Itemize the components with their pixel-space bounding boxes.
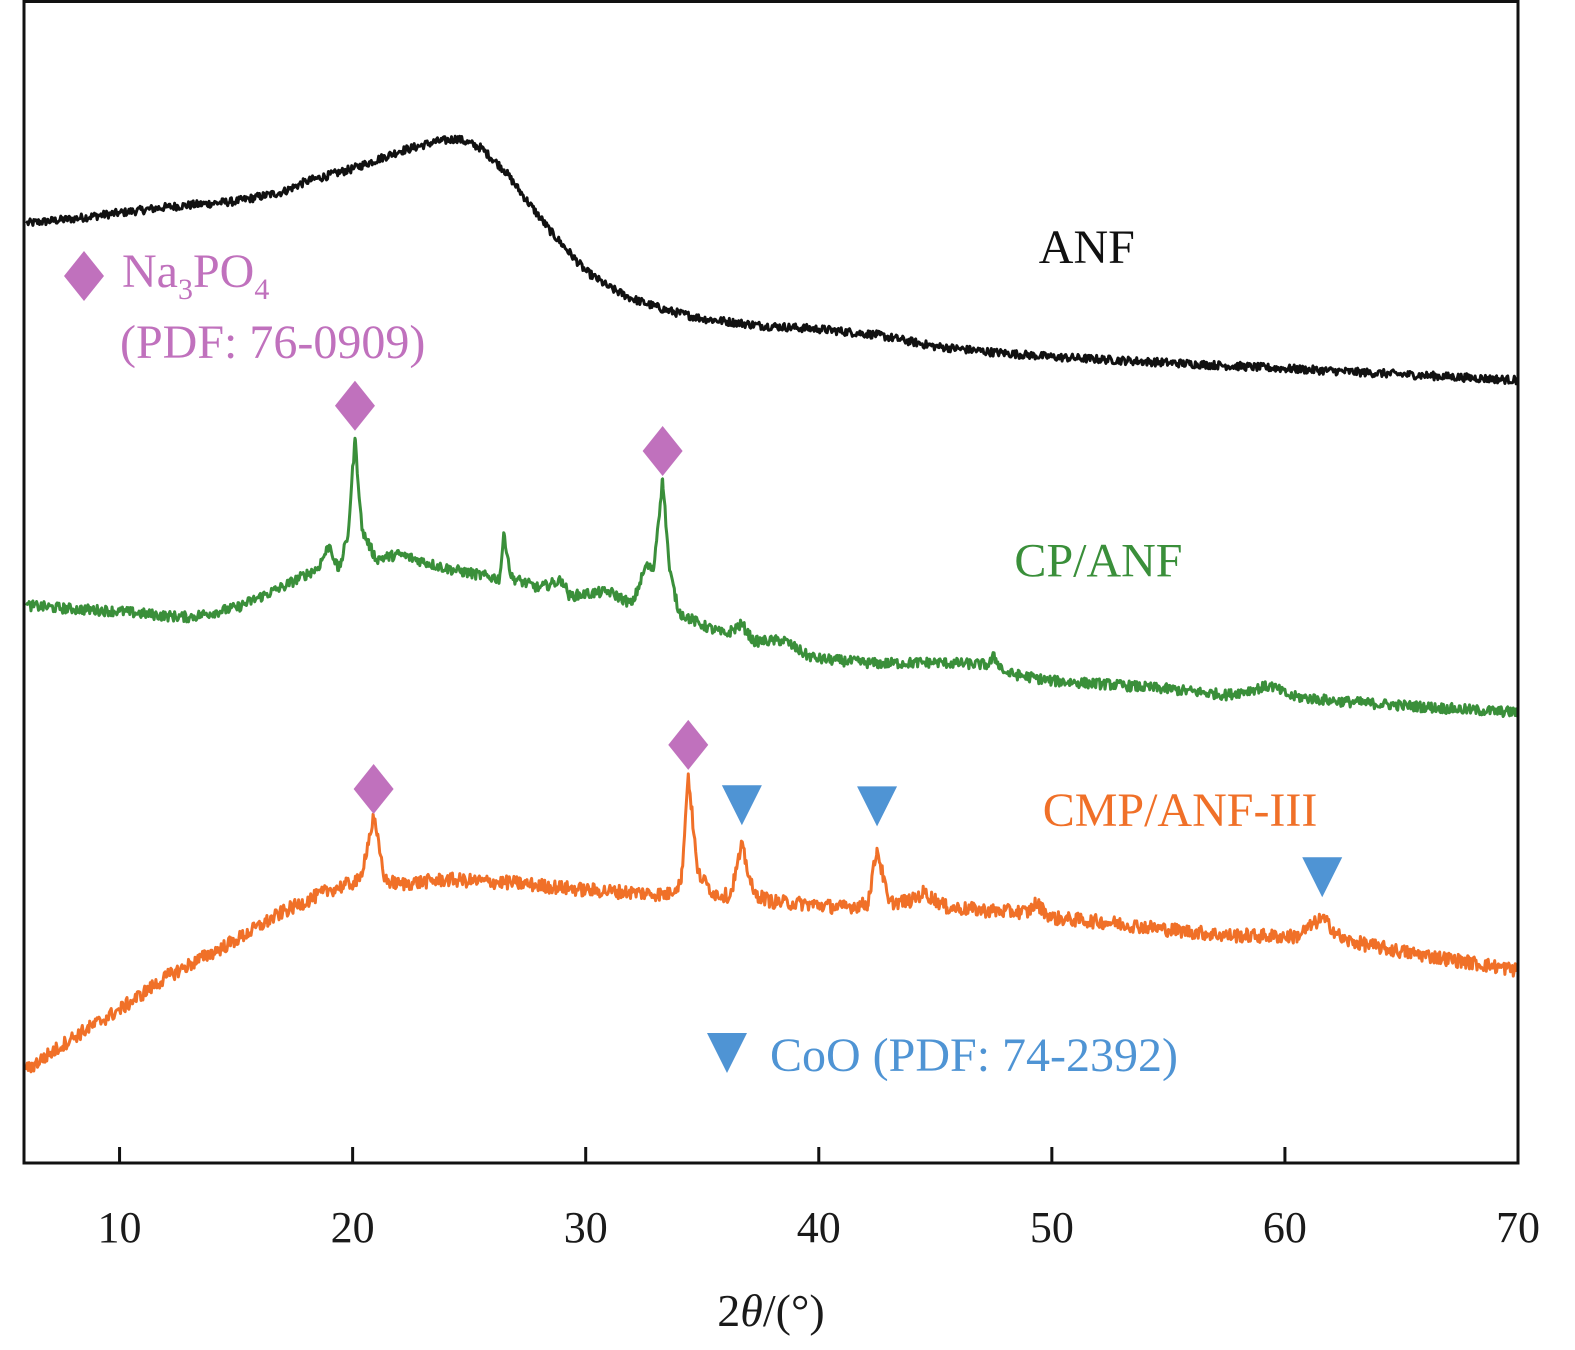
- plot-frame: [22, 0, 1520, 1165]
- formula-na: Na: [122, 245, 178, 298]
- series-line-anf: [25, 134, 1520, 386]
- legend-na3po4-formula: Na3PO4: [122, 245, 269, 306]
- x-tick-label-60: 60: [1263, 1203, 1307, 1252]
- x-axis-title: 2θ/(°): [717, 1285, 824, 1336]
- series-label-cp-anf: CP/ANF: [1014, 534, 1182, 587]
- series-line-cmp-anf-iii: [24, 772, 1520, 1074]
- triangle-down-marker-coo-36.7: [721, 785, 762, 826]
- series-label-cmp-anf-iii: CMP/ANF-III: [1043, 784, 1318, 837]
- x-tick-label-40: 40: [797, 1203, 841, 1252]
- legend-na3po4: Na3PO4 (PDF: 76-0909): [64, 245, 425, 369]
- x-axis-title-theta: θ: [740, 1285, 763, 1336]
- x-tick-label-30: 30: [564, 1203, 608, 1252]
- series-label-anf: ANF: [1039, 221, 1135, 274]
- triangle-down-marker-coo-42.5: [857, 786, 898, 827]
- diamond-marker-na3po4-20.9: [353, 763, 394, 814]
- triangle-down-marker-coo-61.6: [1302, 857, 1343, 898]
- legend-coo-text: CoO (PDF: 74-2392): [770, 1029, 1178, 1082]
- diamond-marker-na3po4-34.4: [668, 719, 709, 770]
- x-axis-title-suffix: /(°): [763, 1285, 825, 1336]
- x-ticks: [118, 1147, 1520, 1163]
- series-line-cp-anf: [24, 436, 1520, 718]
- formula-sub-3: 3: [178, 273, 193, 306]
- x-tick-label-10: 10: [98, 1203, 142, 1252]
- marker-layer: [334, 380, 1343, 898]
- x-tick-labels: 10 20 30 40 50 60 70: [98, 1203, 1540, 1252]
- x-tick-label-50: 50: [1030, 1203, 1074, 1252]
- legend-coo: CoO (PDF: 74-2392): [707, 1029, 1178, 1082]
- legend-na3po4-pdf: (PDF: 76-0909): [120, 316, 425, 369]
- series-labels: ANF CP/ANF CMP/ANF-III: [1014, 221, 1317, 837]
- triangle-down-icon: [707, 1033, 747, 1073]
- series-layer: [24, 134, 1520, 1074]
- formula-sub-4: 4: [254, 273, 269, 306]
- x-axis: 10 20 30 40 50 60 70 2θ/(°): [98, 1147, 1540, 1336]
- x-tick-label-70: 70: [1496, 1203, 1540, 1252]
- plot-area: ANF CP/ANF CMP/ANF-III Na3PO4 (PDF: 76-0…: [24, 134, 1520, 1082]
- diamond-marker-na3po4-20.1: [334, 380, 375, 431]
- diamond-icon: [64, 251, 104, 301]
- diamond-marker-na3po4-33.3: [642, 426, 683, 477]
- x-axis-title-prefix: 2: [717, 1285, 740, 1336]
- x-tick-label-20: 20: [331, 1203, 375, 1252]
- formula-po: PO: [193, 245, 254, 298]
